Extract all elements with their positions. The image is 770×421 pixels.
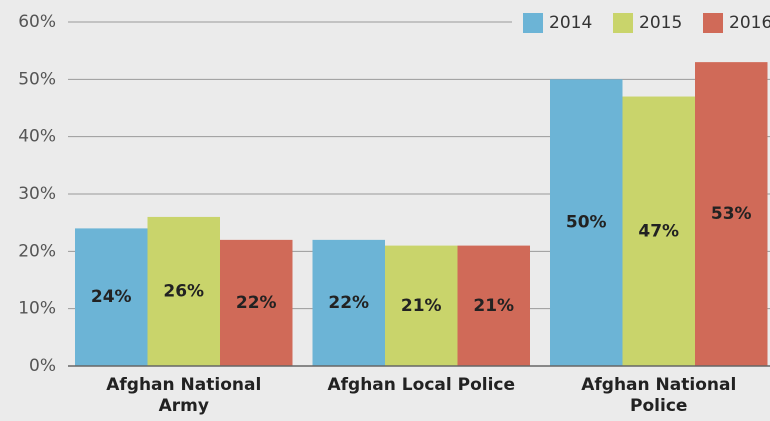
legend-swatch (613, 13, 633, 33)
value-label: 24% (91, 287, 132, 307)
y-tick-label: 40% (18, 127, 56, 147)
x-tick-label: Afghan Local Police (327, 375, 516, 395)
value-label: 21% (401, 296, 442, 316)
y-tick-label: 50% (18, 69, 56, 89)
bar (220, 239, 293, 366)
legend-label: 2016 (729, 13, 770, 33)
value-label: 47% (638, 221, 679, 241)
bar (550, 79, 623, 366)
y-tick-label: 0% (29, 356, 56, 376)
x-tick-label: Afghan National Army (106, 375, 262, 416)
bar (457, 245, 530, 366)
value-label: 22% (328, 293, 369, 313)
legend-swatch (703, 13, 723, 33)
bar (695, 62, 768, 367)
value-label: 50% (566, 213, 607, 233)
y-tick-label: 20% (18, 241, 56, 261)
y-tick-label: 60% (18, 12, 56, 32)
legend-label: 2015 (639, 13, 682, 33)
legend-swatch (523, 13, 543, 33)
value-label: 21% (473, 296, 514, 316)
bar (147, 216, 220, 366)
value-label: 26% (163, 281, 204, 301)
legend-label: 2014 (549, 13, 592, 33)
value-label: 22% (236, 293, 277, 313)
bar (385, 245, 458, 366)
bar (312, 239, 385, 366)
bar (75, 228, 148, 366)
x-tick-label: Afghan National Police (581, 375, 737, 416)
value-label: 53% (711, 204, 752, 224)
y-tick-label: 30% (18, 184, 56, 204)
legend-background (512, 6, 770, 40)
y-tick-label: 10% (18, 299, 56, 319)
bar (622, 96, 695, 367)
